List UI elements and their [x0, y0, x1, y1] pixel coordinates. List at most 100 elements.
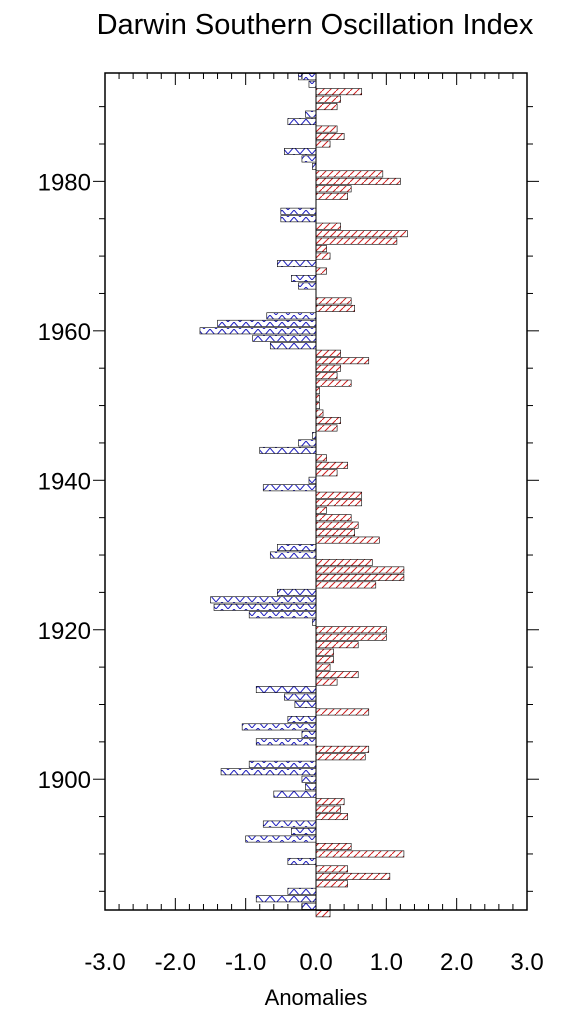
x-tick-label: -1.0	[225, 949, 266, 976]
bar-1984	[284, 148, 317, 155]
bar-1974	[315, 222, 341, 230]
bar-1892	[245, 835, 317, 843]
bar-1989	[305, 110, 317, 118]
x-axis-label: Anomalies	[265, 985, 368, 1010]
bar-1945	[298, 439, 317, 447]
ticks-group	[93, 73, 539, 910]
bar-1956	[315, 357, 370, 365]
bar-1926	[315, 581, 377, 589]
bar-1913	[315, 678, 338, 686]
bar-1930	[269, 551, 317, 559]
bar-1919	[315, 633, 387, 641]
bar-1884	[255, 895, 317, 903]
bar-1957	[315, 349, 341, 357]
x-tick-label: -3.0	[84, 949, 125, 976]
bar-1885	[287, 887, 317, 895]
bar-1953	[315, 379, 352, 387]
x-tick-label: 3.0	[510, 949, 543, 976]
bar-1883	[301, 902, 317, 910]
bar-1967	[291, 275, 317, 282]
bar-1942	[315, 461, 348, 469]
y-tick-label: 1920	[38, 618, 91, 645]
bar-1959	[252, 334, 317, 342]
bar-1882	[315, 910, 331, 918]
bar-1899	[305, 783, 317, 791]
bar-1894	[262, 820, 317, 828]
bar-1921	[312, 618, 317, 626]
bar-1904	[315, 745, 370, 753]
bar-1912	[255, 686, 317, 693]
bar-1951	[315, 394, 320, 402]
bar-1916	[315, 656, 334, 664]
x-tick-label: 0.0	[299, 949, 332, 976]
bar-1940	[308, 476, 317, 484]
bar-1958	[269, 342, 317, 350]
bar-1947	[315, 424, 338, 432]
bar-1902	[248, 760, 317, 768]
bar-1933	[315, 529, 355, 537]
bar-1906	[301, 730, 317, 738]
bar-1918	[315, 641, 359, 649]
bar-1922	[248, 611, 317, 619]
y-tick-label: 1940	[38, 468, 91, 495]
x-tick-labels: -3.0 -2.0 -1.0 0.0 1.0 2.0 3.0	[84, 949, 543, 976]
bar-1990	[315, 103, 338, 111]
bar-1975	[280, 215, 317, 223]
bar-1973	[315, 230, 408, 238]
bar-1979	[315, 185, 352, 193]
bars-group	[199, 73, 408, 918]
bar-1981	[315, 170, 384, 178]
bar-1927	[315, 574, 405, 581]
bar-1969	[277, 260, 317, 268]
bar-1983	[301, 155, 317, 163]
bar-1939	[262, 484, 317, 492]
bar-1929	[315, 559, 373, 566]
bar-1960	[199, 327, 317, 335]
bar-1972	[315, 237, 398, 245]
bar-1986	[315, 133, 345, 140]
bar-1917	[315, 648, 334, 656]
bar-1928	[315, 566, 405, 574]
bar-1994	[298, 73, 317, 81]
bar-1935	[315, 514, 352, 522]
bar-1976	[280, 207, 317, 215]
chart-title: Darwin Southern Oscillation Index	[97, 9, 534, 41]
x-tick-label: -2.0	[155, 949, 196, 976]
bar-1907	[241, 723, 317, 731]
plot-frame	[104, 72, 528, 911]
bar-1943	[315, 454, 327, 462]
bar-1909	[315, 708, 370, 716]
bar-1936	[315, 506, 327, 514]
y-tick-label: 1900	[38, 767, 91, 794]
bar-1993	[308, 80, 317, 88]
bar-1950	[315, 402, 320, 409]
bar-1893	[291, 828, 317, 835]
bar-1905	[255, 738, 317, 746]
bar-1955	[315, 364, 341, 372]
bar-1946	[312, 432, 317, 439]
bar-1886	[315, 880, 348, 888]
bar-1901	[220, 768, 317, 776]
bar-1908	[287, 715, 317, 723]
bar-1941	[315, 469, 338, 477]
bar-1903	[315, 753, 366, 761]
bar-1970	[315, 252, 331, 260]
bar-1962	[266, 312, 317, 320]
bar-1968	[315, 267, 327, 275]
bar-1948	[315, 417, 341, 424]
bar-1961	[217, 319, 317, 327]
bar-1895	[315, 813, 348, 821]
bar-1952	[315, 387, 320, 395]
bar-1937	[315, 499, 363, 507]
bar-1887	[315, 872, 391, 880]
bar-1949	[315, 409, 324, 417]
bar-1991	[315, 95, 341, 103]
bar-1890	[315, 850, 405, 858]
bar-1915	[315, 663, 331, 671]
bar-1889	[287, 857, 317, 865]
bar-1988	[287, 118, 317, 126]
y-tick-label: 1980	[38, 169, 91, 196]
bar-1966	[298, 282, 317, 290]
bar-1978	[315, 192, 348, 200]
